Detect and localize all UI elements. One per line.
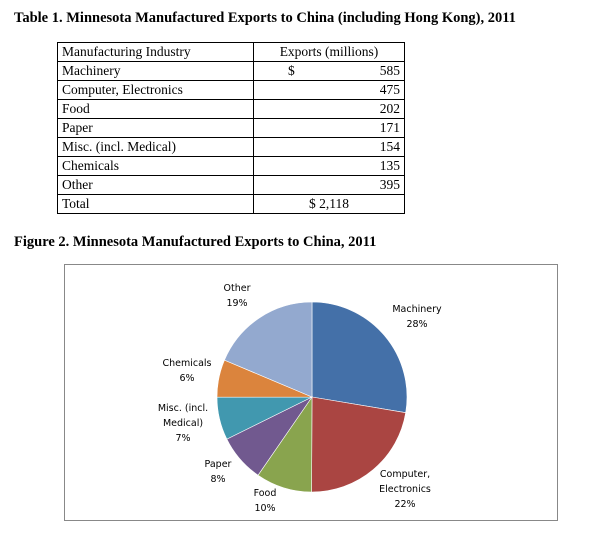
pie-slice: [224, 301, 313, 398]
table-row: Chemicals 135: [57, 156, 405, 176]
industry-cell: Paper: [57, 118, 254, 138]
value-cell: $585: [253, 61, 405, 81]
slice-label: Food 10%: [254, 488, 277, 514]
table-header-row: Manufacturing Industry Exports (millions…: [57, 42, 405, 62]
pie-slice: [311, 301, 408, 413]
slice-label: Chemicals 6%: [162, 358, 211, 384]
pie-chart-frame: Machinery 28% Computer, Electronics 22% Food 1…: [64, 264, 558, 521]
value-cell: 171: [253, 118, 405, 138]
pie-chart: Machinery 28% Computer, Electronics 22% Food 1…: [158, 283, 442, 514]
exports-table: Manufacturing Industry Exports (millions…: [57, 42, 405, 214]
header-industry: Manufacturing Industry: [57, 42, 254, 62]
slice-label-line: Medical): [163, 418, 203, 429]
table-row: Machinery $585: [57, 61, 405, 81]
pie-slice: [311, 396, 407, 493]
value-amount: 585: [379, 63, 400, 78]
industry-cell: Food: [57, 99, 254, 119]
slice-label: Machinery 28%: [392, 304, 442, 330]
slice-label: Misc. (incl. Medical) 7%: [158, 403, 208, 444]
slice-label-line: 10%: [254, 503, 275, 514]
slice-label-line: Other: [224, 283, 251, 294]
currency-symbol: $: [288, 63, 295, 78]
table-row: Other 395: [57, 175, 405, 195]
industry-cell: Other: [57, 175, 254, 195]
value-cell: 202: [253, 99, 405, 119]
figure-caption: Figure 2. Minnesota Manufactured Exports…: [14, 234, 377, 250]
table-row: Misc. (incl. Medical) 154: [57, 137, 405, 157]
header-exports: Exports (millions): [253, 42, 405, 62]
value-cell: 395: [253, 175, 405, 195]
slice-label-line: 19%: [226, 298, 247, 309]
industry-cell: Misc. (incl. Medical): [57, 137, 254, 157]
slice-label-line: 7%: [175, 433, 190, 444]
value-cell: 154: [253, 137, 405, 157]
slice-label-line: 22%: [394, 499, 415, 510]
slice-label-line: Food: [254, 488, 277, 499]
table-row: Food 202: [57, 99, 405, 119]
value-cell: 475: [253, 80, 405, 100]
slice-label-line: Electronics: [379, 484, 431, 495]
slice-label-line: 6%: [179, 373, 194, 384]
slice-label-line: Paper: [205, 459, 232, 470]
total-label: Total: [57, 194, 254, 214]
slice-label: Computer, Electronics 22%: [379, 469, 431, 510]
industry-cell: Chemicals: [57, 156, 254, 176]
table-row: Computer, Electronics 475: [57, 80, 405, 100]
value-cell: 135: [253, 156, 405, 176]
industry-cell: Computer, Electronics: [57, 80, 254, 100]
total-value: $ 2,118: [253, 194, 405, 214]
slice-label-line: Chemicals: [162, 358, 211, 369]
table-total-row: Total $ 2,118: [57, 194, 405, 214]
slice-label-line: 8%: [210, 474, 225, 485]
slice-label-line: Computer,: [380, 469, 430, 480]
industry-cell: Machinery: [57, 61, 254, 81]
table-row: Paper 171: [57, 118, 405, 138]
slice-label-line: Machinery: [392, 304, 442, 315]
slice-label-line: Misc. (incl.: [158, 403, 208, 414]
table-caption: Table 1. Minnesota Manufactured Exports …: [14, 10, 516, 26]
slice-label: Paper 8%: [205, 459, 232, 485]
slice-label: Other 19%: [224, 283, 251, 309]
slice-label-line: 28%: [406, 319, 427, 330]
